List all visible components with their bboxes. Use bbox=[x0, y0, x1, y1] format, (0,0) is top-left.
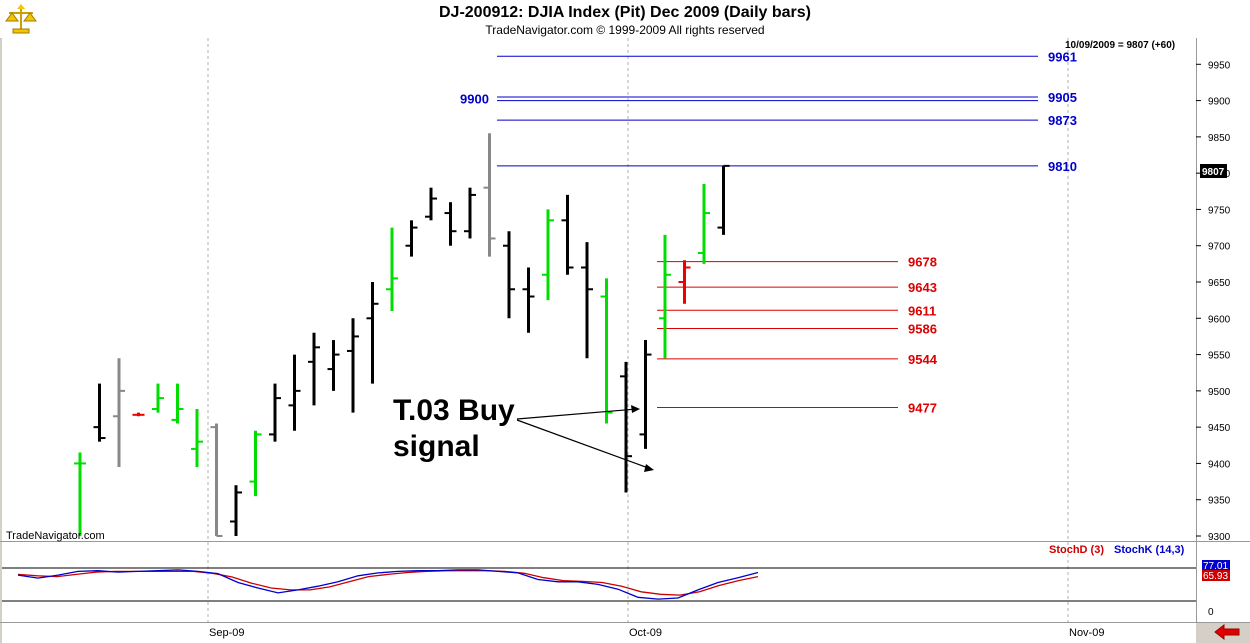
ohlc-bar bbox=[698, 184, 710, 264]
ohlc-bar bbox=[483, 133, 496, 257]
ohlc-bar bbox=[288, 354, 301, 431]
ohlc-bar bbox=[191, 409, 203, 468]
y-tick-label: 9600 bbox=[1208, 314, 1231, 325]
ohlc-bar bbox=[132, 412, 145, 417]
ohlc-bar bbox=[171, 383, 184, 424]
legend-stochd: StochD (3) bbox=[1049, 544, 1104, 556]
price-plot-area[interactable] bbox=[2, 38, 1196, 541]
ohlc-bar bbox=[93, 383, 106, 442]
chart-header: DJ-200912: DJIA Index (Pit) Dec 2009 (Da… bbox=[0, 0, 1250, 39]
stochk-value-box bbox=[1202, 560, 1230, 571]
ohlc-bar bbox=[113, 358, 125, 468]
ohlc-bar bbox=[366, 282, 379, 384]
x-tick-label: Nov-09 bbox=[1069, 627, 1104, 639]
ohlc-bar bbox=[405, 220, 418, 257]
legend-stochk: StochK (14,3) bbox=[1114, 544, 1185, 556]
y-axis-panel bbox=[1196, 38, 1250, 541]
ohlc-bar bbox=[678, 260, 691, 304]
ohlc-bar bbox=[425, 187, 437, 221]
ohlc-bar bbox=[620, 361, 632, 493]
y-tick-label: 9350 bbox=[1208, 496, 1231, 507]
ohlc-bar bbox=[74, 452, 86, 536]
level-label: 9810 bbox=[1048, 159, 1077, 174]
ohlc-bar bbox=[249, 430, 262, 497]
ohlc-bar bbox=[503, 231, 515, 319]
trade-navigator-scales-icon[interactable] bbox=[4, 2, 38, 36]
stochd-value-box bbox=[1202, 570, 1230, 581]
level-label: 9643 bbox=[908, 280, 937, 295]
ohlc-bar bbox=[639, 340, 652, 449]
y-tick-label: 9850 bbox=[1208, 133, 1231, 144]
ohlc-bar bbox=[659, 234, 671, 359]
ohlc-bar bbox=[347, 318, 359, 413]
level-label: 9611 bbox=[908, 303, 936, 318]
ohlc-bar bbox=[542, 209, 554, 301]
price-chart[interactable]: 9961 9905 9900 9873 9810 9678 9643 9611 9586 9544… bbox=[0, 38, 1250, 643]
level-label: 9586 bbox=[908, 321, 937, 336]
ohlc-bar bbox=[230, 485, 242, 536]
y-tick-label: 9550 bbox=[1208, 351, 1231, 362]
date-axis bbox=[2, 622, 1196, 643]
y-tick-label: 9900 bbox=[1208, 97, 1231, 108]
y-tick-label: 9700 bbox=[1208, 242, 1231, 253]
stoch-y-tick-label: 0 bbox=[1208, 607, 1214, 618]
level-label: 9900 bbox=[460, 92, 489, 107]
stochk-last-value: 77.01 bbox=[1203, 561, 1228, 572]
last-price-label: 9807 bbox=[1202, 167, 1225, 178]
chart-subtitle: TradeNavigator.com © 1999-2009 All right… bbox=[485, 23, 765, 37]
level-label: 9961 bbox=[1048, 49, 1077, 64]
level-label: 9544 bbox=[908, 352, 938, 367]
y-tick-label: 9300 bbox=[1208, 532, 1231, 543]
stochd-last-value: 65.93 bbox=[1203, 571, 1228, 582]
ohlc-bar bbox=[464, 187, 476, 239]
ohlc-bar bbox=[444, 202, 457, 246]
ohlc-bar bbox=[581, 242, 593, 359]
ohlc-bar bbox=[522, 267, 535, 333]
watermark: TradeNavigator.com bbox=[6, 530, 105, 542]
ohlc-bar bbox=[327, 340, 340, 391]
x-tick-label: Oct-09 bbox=[629, 627, 662, 639]
last-price-box bbox=[1200, 164, 1227, 178]
ohlc-bar bbox=[210, 423, 223, 537]
x-tick-label: Sep-09 bbox=[209, 627, 244, 639]
level-label: 9477 bbox=[908, 401, 937, 416]
stochastic-axis-panel bbox=[1196, 542, 1250, 622]
level-label: 9678 bbox=[908, 255, 937, 270]
y-tick-label: 9450 bbox=[1208, 423, 1231, 434]
chart-title: DJ-200912: DJIA Index (Pit) Dec 2009 (Da… bbox=[438, 4, 811, 21]
annotation-arrows bbox=[516, 405, 654, 472]
y-tick-label: 9400 bbox=[1208, 459, 1231, 470]
y-tick-label: 9650 bbox=[1208, 278, 1231, 289]
level-label: 9905 bbox=[1048, 90, 1077, 105]
ohlc-bar bbox=[717, 164, 730, 235]
stochk-line bbox=[17, 569, 759, 600]
last-value-readout: 10/09/2009 = 9807 (+60) bbox=[1065, 40, 1175, 51]
annotation-line2: signal bbox=[393, 430, 480, 463]
y-tick-label: 9500 bbox=[1208, 387, 1231, 398]
y-tick-label: 9950 bbox=[1208, 60, 1231, 71]
ohlc-bar bbox=[386, 227, 398, 312]
annotation-line1: T.03 Buy bbox=[393, 394, 515, 427]
back-arrow-icon[interactable] bbox=[1213, 624, 1241, 640]
ohlc-bar bbox=[600, 278, 613, 424]
level-label: 9873 bbox=[1048, 113, 1077, 128]
ohlc-bar bbox=[561, 194, 574, 275]
ohlc-bar bbox=[152, 383, 164, 413]
y-tick-label: 9750 bbox=[1208, 205, 1231, 216]
ohlc-bar bbox=[308, 332, 320, 406]
ohlc-bar bbox=[269, 383, 281, 442]
